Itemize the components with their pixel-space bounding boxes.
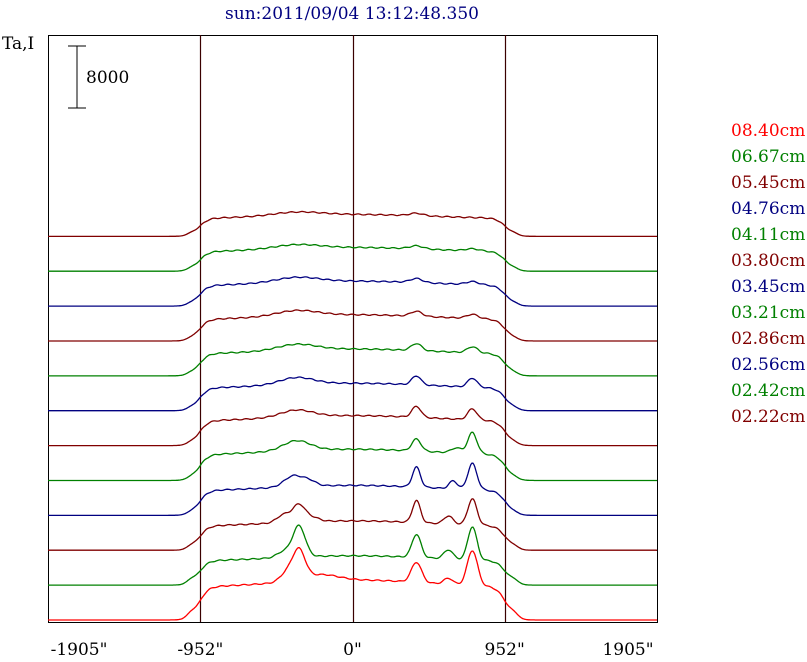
scale-bar: 8000 <box>68 45 129 109</box>
legend-entry: 03.21cm <box>731 303 805 323</box>
series-line-03.21cm <box>48 342 657 377</box>
legend-entry: 06.67cm <box>731 147 805 167</box>
x-tick-label: -1905" <box>51 640 108 660</box>
series-line-04.11cm <box>48 431 657 482</box>
reference-lines <box>199 35 507 622</box>
series-line-02.42cm <box>48 243 657 272</box>
series-line-02.22cm <box>48 210 657 238</box>
x-tick-label: 0" <box>343 640 362 660</box>
x-tick-labels: -1905" -952" 0" 952" 1905" <box>51 640 654 660</box>
legend-entry: 02.86cm <box>731 329 805 349</box>
legend-entry: 04.76cm <box>731 199 805 219</box>
series-line-08.40cm <box>48 547 657 621</box>
series-line-03.45cm <box>48 375 657 412</box>
legend: 08.40cm 06.67cm 05.45cm 04.76cm 04.11cm 03.80… <box>731 121 805 427</box>
scale-bar-label: 8000 <box>86 68 129 88</box>
series-line-03.80cm <box>48 405 657 447</box>
series-line-02.56cm <box>48 276 657 307</box>
legend-entry: 03.80cm <box>731 251 805 271</box>
series-line-06.67cm <box>48 524 657 586</box>
series-line-04.76cm <box>48 462 657 517</box>
legend-entry: 03.45cm <box>731 277 805 297</box>
legend-entry: 02.56cm <box>731 355 805 375</box>
x-tick-label: -952" <box>177 640 223 660</box>
legend-entry: 08.40cm <box>731 121 805 141</box>
series-line-05.45cm <box>47 498 658 551</box>
x-tick-label: 1905" <box>602 640 653 660</box>
legend-entry: 02.42cm <box>731 381 805 401</box>
y-axis-label: Ta,I <box>2 34 34 54</box>
legend-entry: 05.45cm <box>731 173 805 193</box>
chart-title: sun:2011/09/04 13:12:48.350 <box>225 4 479 24</box>
legend-entry: 04.11cm <box>731 225 805 245</box>
series-line-02.86cm <box>48 309 657 342</box>
legend-entry: 02.22cm <box>731 407 805 427</box>
series-group <box>47 210 658 621</box>
x-tick-label: 952" <box>485 640 525 660</box>
